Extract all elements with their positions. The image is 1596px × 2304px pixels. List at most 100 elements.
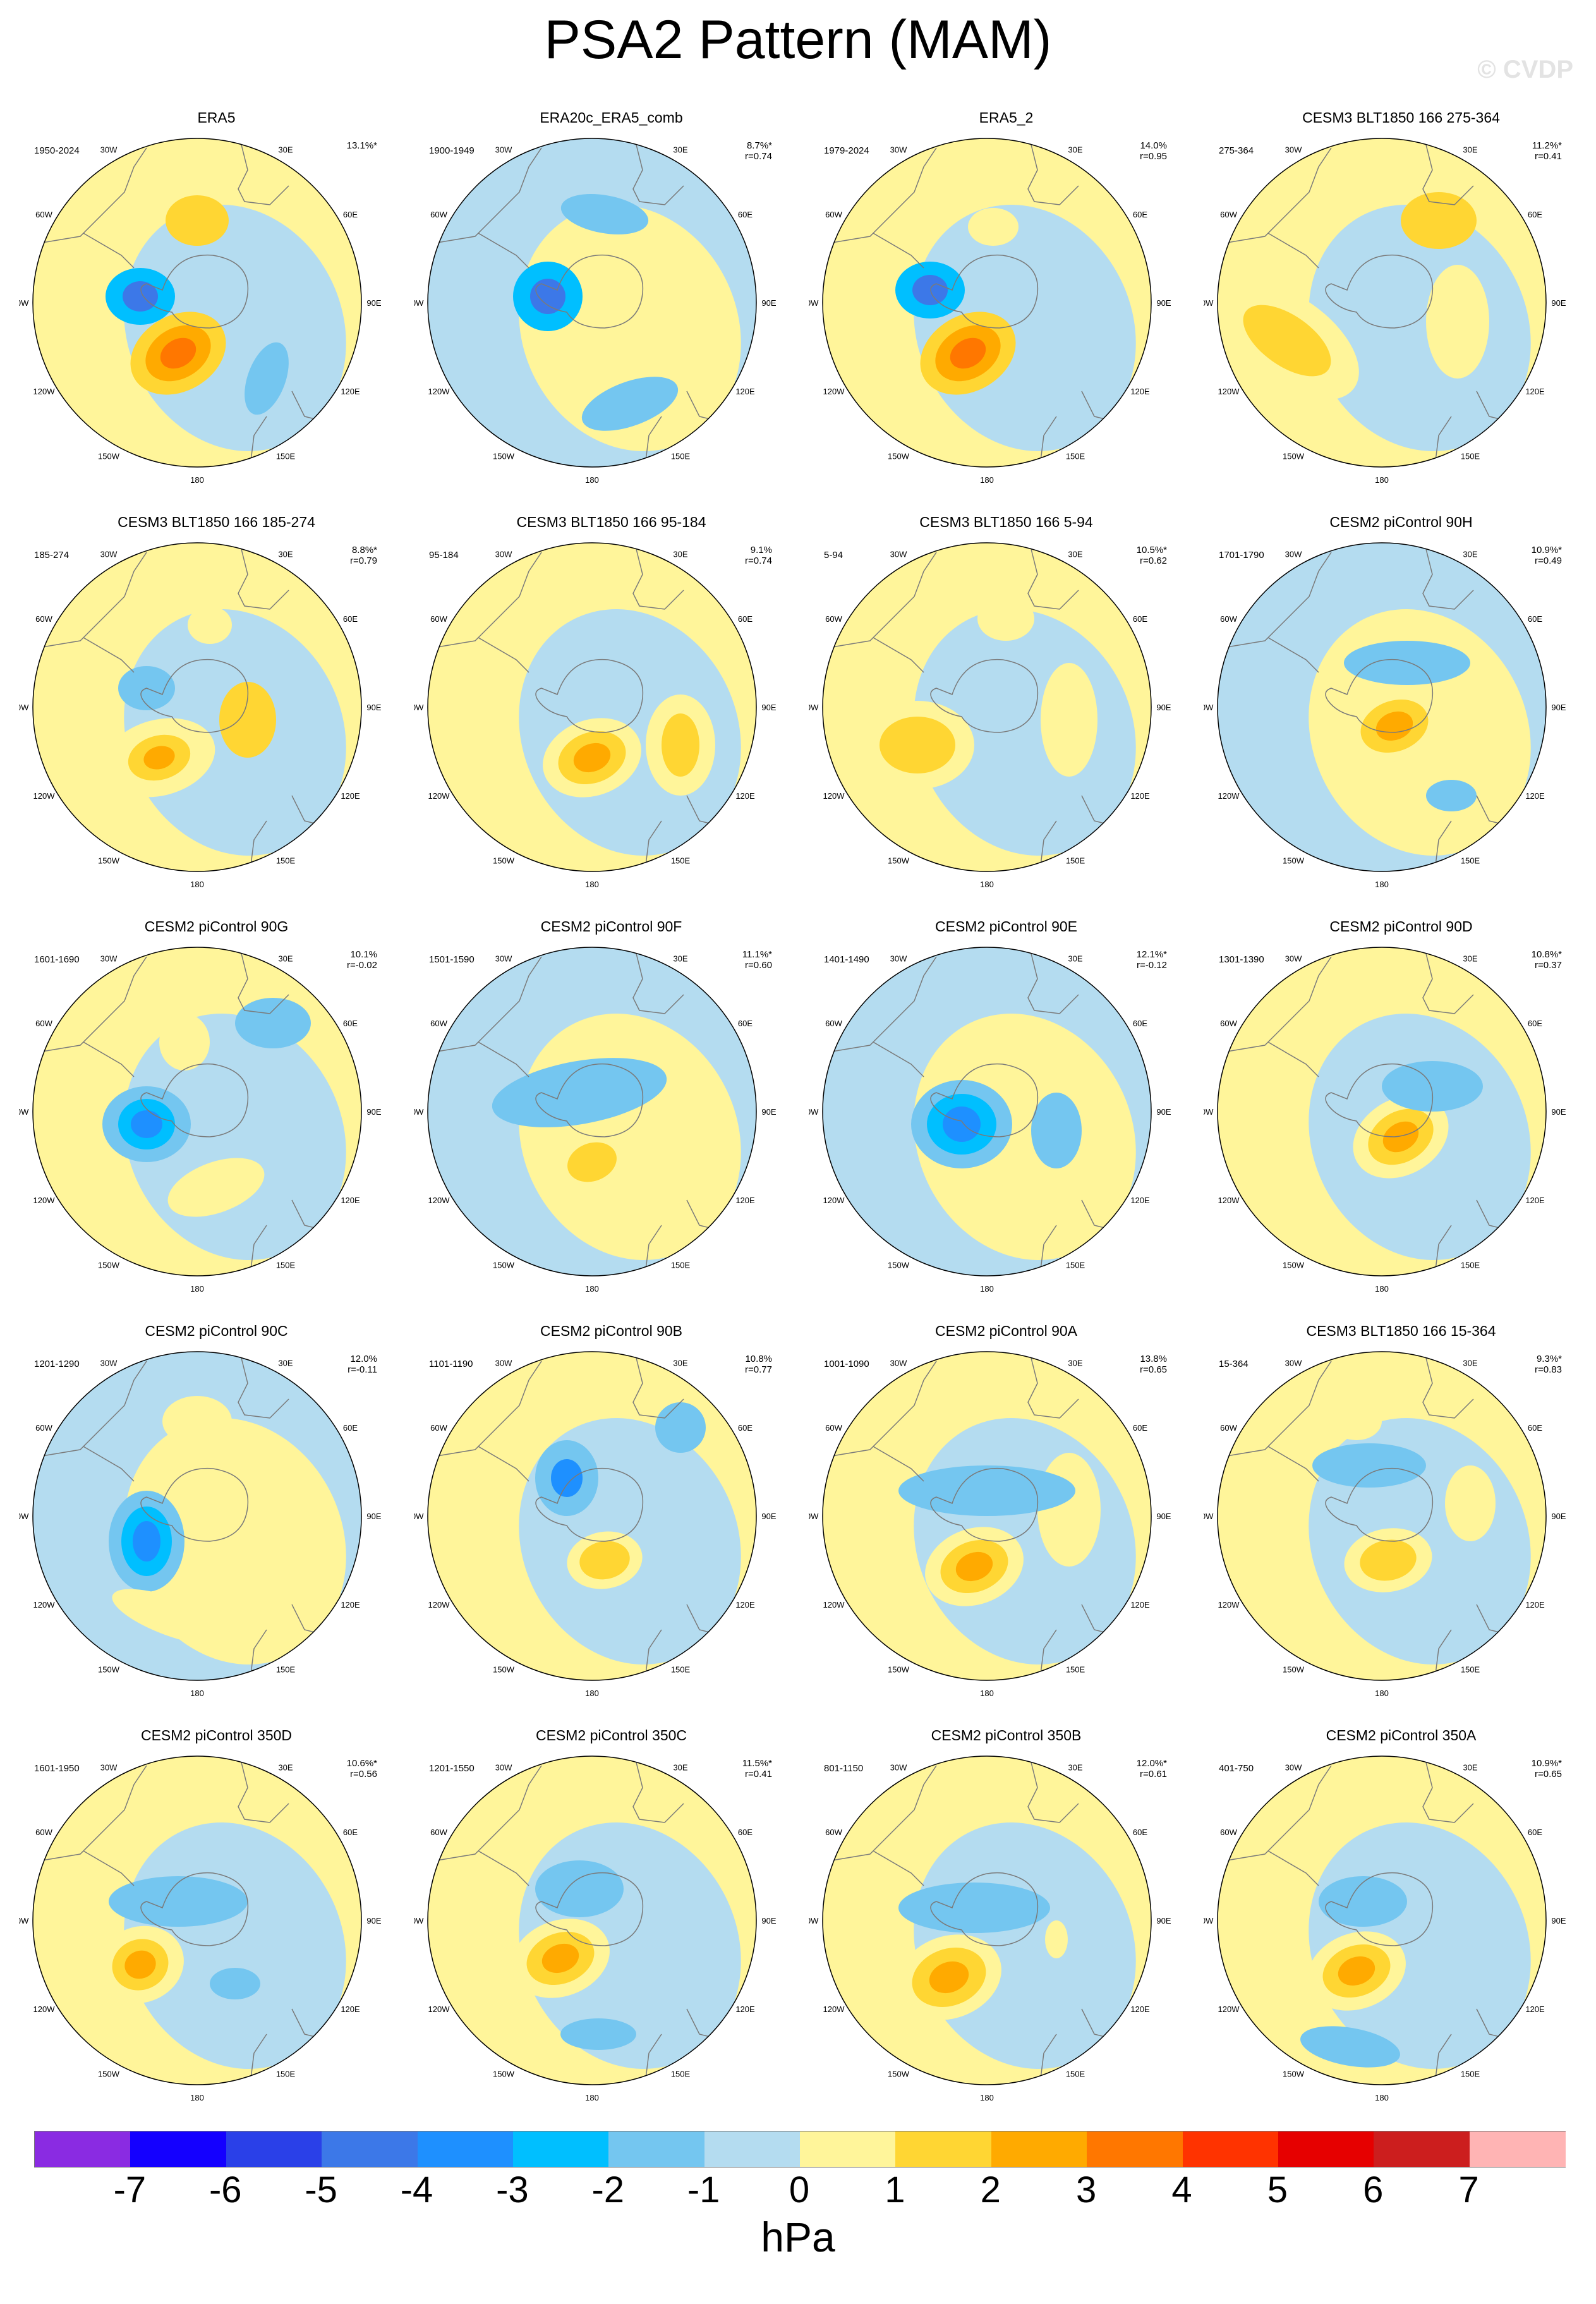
- africa-coastline: [1027, 549, 1079, 610]
- polar-map: 0 30E 60E 90E 120E 150E 180 150W 120W 90W 60W 30W: [19, 1747, 414, 2119]
- positive-anomaly-contour: [162, 1396, 232, 1446]
- map-svg: 0 30E 60E 90E 120E 150E 180 150W 120W 90W 60W 30W: [19, 129, 382, 485]
- variance-percent: 11.2%*: [1532, 140, 1562, 151]
- longitude-label: 120W: [33, 1600, 56, 1610]
- panel-stats: 10.6%* r=0.56: [347, 1758, 377, 1780]
- panel-period: 1101-1190: [429, 1359, 473, 1369]
- positive-anomaly-contour: [579, 1541, 630, 1580]
- map-svg: 0 30E 60E 90E 120E 150E 180 150W 120W 90W 60W 30W: [1204, 1747, 1566, 2102]
- positive-anomaly-contour: [1338, 1956, 1375, 1986]
- colorbar-segment: [1087, 2131, 1183, 2167]
- map-panel: CESM2 piControl 350B 801-1150 12.0%* r=0.61…: [809, 1719, 1204, 2123]
- panel-title: CESM2 piControl 90F: [540, 918, 682, 935]
- colorbar-segment: [1374, 2131, 1470, 2167]
- longitude-label: 90E: [366, 1916, 381, 1925]
- variance-percent: 14.0%: [1140, 140, 1167, 151]
- positive-anomaly-contour: [1382, 1121, 1419, 1153]
- panel-period: 401-750: [1219, 1763, 1254, 1774]
- negative-anomaly-contour: [245, 342, 289, 415]
- pattern-correlation: r=0.74: [745, 555, 772, 566]
- panel-title: CESM2 piControl 350B: [931, 1727, 1082, 1743]
- longitude-label: 90E: [1156, 1916, 1171, 1925]
- panel-period: 1401-1490: [824, 954, 869, 965]
- south-america-coastline: [831, 1765, 937, 1886]
- longitude-label: 30W: [495, 1359, 512, 1368]
- pattern-correlation: r=0.37: [1535, 960, 1562, 971]
- longitude-label: 150E: [276, 452, 296, 461]
- longitude-label: 30E: [673, 1763, 687, 1773]
- longitude-label: 120W: [1218, 791, 1240, 801]
- south-america-coastline: [437, 552, 542, 673]
- longitude-label: 150E: [671, 1665, 691, 1675]
- panel-period: 1900-1949: [429, 145, 475, 156]
- longitude-label: 120E: [1130, 1600, 1150, 1610]
- longitude-label: 60E: [1528, 1828, 1542, 1837]
- pattern-correlation: r=-0.02: [347, 960, 377, 971]
- longitude-label: 150W: [888, 2070, 910, 2079]
- map-panel: CESM3 BLT1850 166 275-364 275-364 11.2%* r=…: [1204, 101, 1596, 506]
- map-boundary: [427, 1351, 757, 1681]
- longitude-label: 30E: [673, 550, 687, 559]
- longitude-label: 180: [585, 1284, 599, 1294]
- colorbar-tick-label: -2: [591, 2169, 625, 2210]
- longitude-label: 30W: [100, 954, 118, 964]
- antarctica-coastline: [535, 1467, 644, 1542]
- longitude-label: 150W: [888, 1665, 910, 1675]
- negative-anomaly-contour: [898, 1883, 1050, 1933]
- longitude-label: 60E: [343, 1828, 358, 1837]
- panel-stats: 10.8% r=0.77: [745, 1354, 772, 1375]
- colorbar-tick-label: 3: [1075, 2169, 1097, 2210]
- colorbar-segment: [1469, 2131, 1566, 2167]
- longitude-label: 60W: [35, 1019, 52, 1028]
- map-panel: CESM2 piControl 350C 1201-1550 11.5%* r=0.4…: [414, 1719, 809, 2123]
- longitude-label: 30W: [495, 954, 512, 964]
- south-america-coastline: [42, 1765, 147, 1886]
- longitude-label: 180: [980, 880, 994, 889]
- colorbar-tick-label: 6: [1363, 2169, 1384, 2210]
- panel-stats: 10.1% r=-0.02: [347, 949, 377, 971]
- longitude-label: 0: [195, 1747, 199, 1749]
- negative-anomaly-contour: [131, 1110, 162, 1138]
- panel-stats: 11.5%* r=0.41: [742, 1758, 772, 1780]
- longitude-label: 120W: [428, 1196, 450, 1205]
- negative-anomaly-contour: [1300, 2026, 1400, 2068]
- negative-anomaly-contour: [560, 2018, 636, 2050]
- longitude-label: 150W: [888, 856, 910, 866]
- longitude-label: 180: [585, 2093, 599, 2102]
- longitude-label: 0: [195, 938, 199, 940]
- variance-percent: 10.5%*: [1136, 545, 1167, 555]
- longitude-label: 60W: [825, 614, 842, 624]
- longitude-label: 60W: [35, 614, 52, 624]
- longitude-label: 30W: [890, 1763, 907, 1773]
- positive-anomaly-contour: [880, 717, 955, 773]
- longitude-label: 90W: [19, 1916, 29, 1925]
- longitude-label: 150E: [1461, 452, 1480, 461]
- map-svg: 0 30E 60E 90E 120E 150E 180 150W 120W 90W 60W 30W: [19, 1747, 382, 2102]
- longitude-label: 90E: [761, 703, 776, 712]
- longitude-label: 180: [190, 1284, 204, 1294]
- positive-anomaly-contour: [955, 1551, 993, 1582]
- longitude-label: 60W: [35, 1423, 52, 1433]
- longitude-label: 0: [984, 533, 989, 535]
- longitude-label: 150E: [1461, 1665, 1480, 1675]
- longitude-label: 60E: [738, 1828, 753, 1837]
- longitude-label: 60E: [343, 210, 358, 219]
- africa-coastline: [238, 549, 289, 610]
- panel-title: ERA5: [197, 109, 236, 126]
- longitude-label: 60E: [738, 1019, 753, 1028]
- africa-coastline: [238, 1762, 289, 1823]
- map-boundary: [427, 947, 757, 1276]
- longitude-label: 30E: [1463, 550, 1477, 559]
- longitude-label: 30E: [673, 954, 687, 964]
- negative-anomaly-contour: [1031, 1093, 1082, 1168]
- panel-period: 1501-1590: [429, 954, 475, 965]
- map-boundary: [1217, 947, 1547, 1276]
- map-panel: CESM2 piControl 90H 1701-1790 10.9%* r=0.49…: [1204, 506, 1596, 910]
- longitude-label: 180: [980, 1284, 994, 1294]
- map-boundary: [1217, 1351, 1547, 1681]
- negative-anomaly-contour: [492, 1058, 667, 1127]
- longitude-label: 30W: [890, 954, 907, 964]
- longitude-label: 30W: [890, 550, 907, 559]
- longitude-label: 60W: [35, 210, 52, 219]
- longitude-label: 120W: [823, 1600, 845, 1610]
